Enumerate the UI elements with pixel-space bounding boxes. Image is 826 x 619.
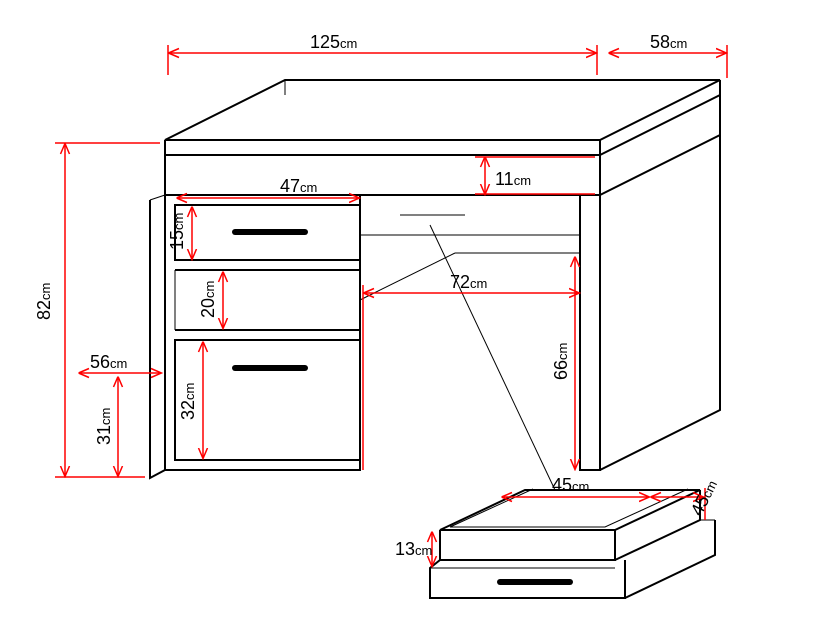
dim-knee-width: 72cm: [450, 272, 487, 292]
dimension-labels: 125cm 58cm 82cm 47cm 11cm 15cm 20cm 72cm…: [34, 32, 721, 559]
dimensions: [55, 45, 727, 565]
dim-side-depth: 56cm: [90, 352, 127, 372]
dim-depth: 58cm: [650, 32, 687, 52]
dim-inner-h: 13cm: [395, 539, 432, 559]
dim-shelf-gap: 11cm: [495, 169, 531, 189]
dim-lower-door: 32cm: [178, 383, 198, 420]
dim-width-total: 125cm: [310, 32, 357, 52]
dim-knee-height: 66cm: [551, 343, 571, 380]
dim-height: 82cm: [34, 283, 54, 320]
dim-bottom-cab: 31cm: [94, 408, 114, 445]
drawer-detail: [430, 489, 715, 598]
drawing-svg: 125cm 58cm 82cm 47cm 11cm 15cm 20cm 72cm…: [0, 0, 826, 619]
dim-open-gap: 20cm: [198, 281, 218, 318]
technical-drawing: 125cm 58cm 82cm 47cm 11cm 15cm 20cm 72cm…: [0, 0, 826, 619]
dim-inner-w: 45cm: [552, 475, 589, 495]
dim-drawer-width: 47cm: [280, 176, 317, 196]
dim-inner-d: 45cm: [687, 476, 721, 518]
desk-outline: [150, 80, 720, 478]
dim-drawer-height: 15cm: [167, 213, 187, 250]
